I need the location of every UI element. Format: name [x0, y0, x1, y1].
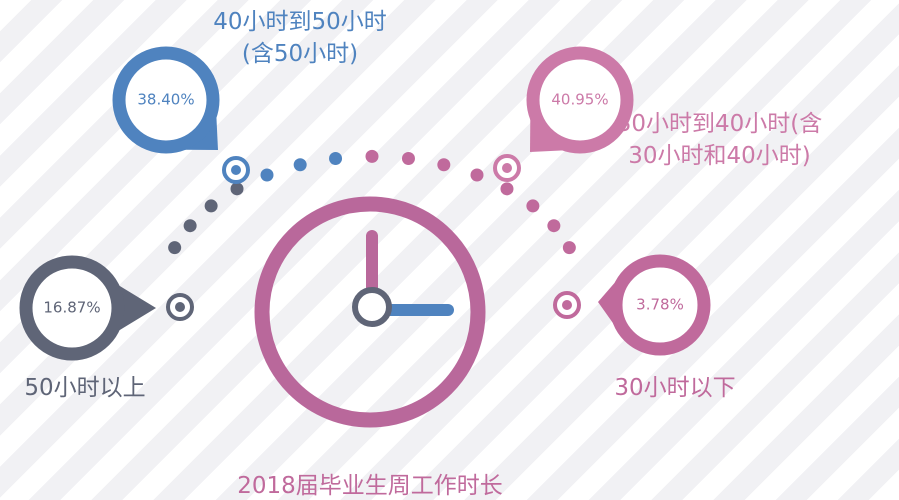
arc-dot	[168, 241, 182, 255]
value-label: 16.87%	[43, 299, 100, 317]
chart-title: 2018届毕业生周工作时长	[237, 473, 503, 499]
bubble	[112, 46, 220, 154]
value-label: 38.40%	[137, 91, 194, 109]
category-label: 30小时以下	[614, 375, 736, 401]
category-label: 30小时到40小时(含30小时和40小时)	[616, 111, 823, 169]
arc-dot	[562, 241, 576, 255]
arc-dot	[260, 168, 274, 182]
category-label: 50小时以上	[24, 375, 146, 401]
arc-dot	[293, 158, 307, 172]
target-inner	[502, 163, 512, 173]
arc-dot	[204, 199, 218, 213]
clock-face	[254, 196, 486, 428]
value-label: 3.78%	[636, 296, 684, 314]
value-label: 40.95%	[551, 91, 608, 109]
bubble	[609, 254, 711, 356]
arc-dot	[437, 158, 451, 172]
arc-dot	[230, 182, 244, 196]
arc-dot	[183, 219, 197, 233]
clock-center	[352, 287, 392, 327]
bubble	[526, 46, 634, 154]
category-label: 40小时到50小时(含50小时)	[213, 9, 387, 67]
target-inner	[175, 302, 185, 312]
bubble-tail	[118, 285, 156, 331]
target-inner	[562, 300, 572, 310]
arc-dot	[526, 199, 540, 213]
arc-dot	[470, 168, 484, 182]
target-inner	[231, 165, 241, 175]
arc-dot	[329, 152, 343, 166]
arc-dot	[401, 152, 415, 166]
arc-dot	[365, 149, 379, 163]
bubble	[19, 255, 125, 361]
arc-dot	[547, 219, 561, 233]
arc-dot	[500, 182, 514, 196]
